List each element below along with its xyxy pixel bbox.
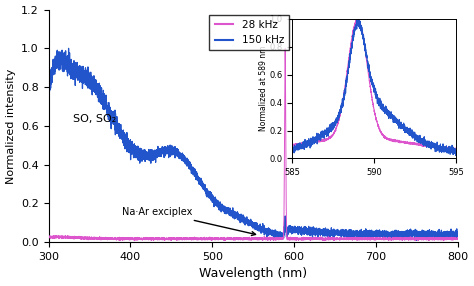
Text: SO, SO₂: SO, SO₂ <box>73 114 117 124</box>
Text: Na·Ar exciplex: Na·Ar exciplex <box>122 207 255 235</box>
X-axis label: Wavelength (nm): Wavelength (nm) <box>199 267 307 281</box>
Legend: 28 kHz, 150 kHz: 28 kHz, 150 kHz <box>210 15 289 50</box>
Y-axis label: Normalized intensity: Normalized intensity <box>6 68 16 184</box>
